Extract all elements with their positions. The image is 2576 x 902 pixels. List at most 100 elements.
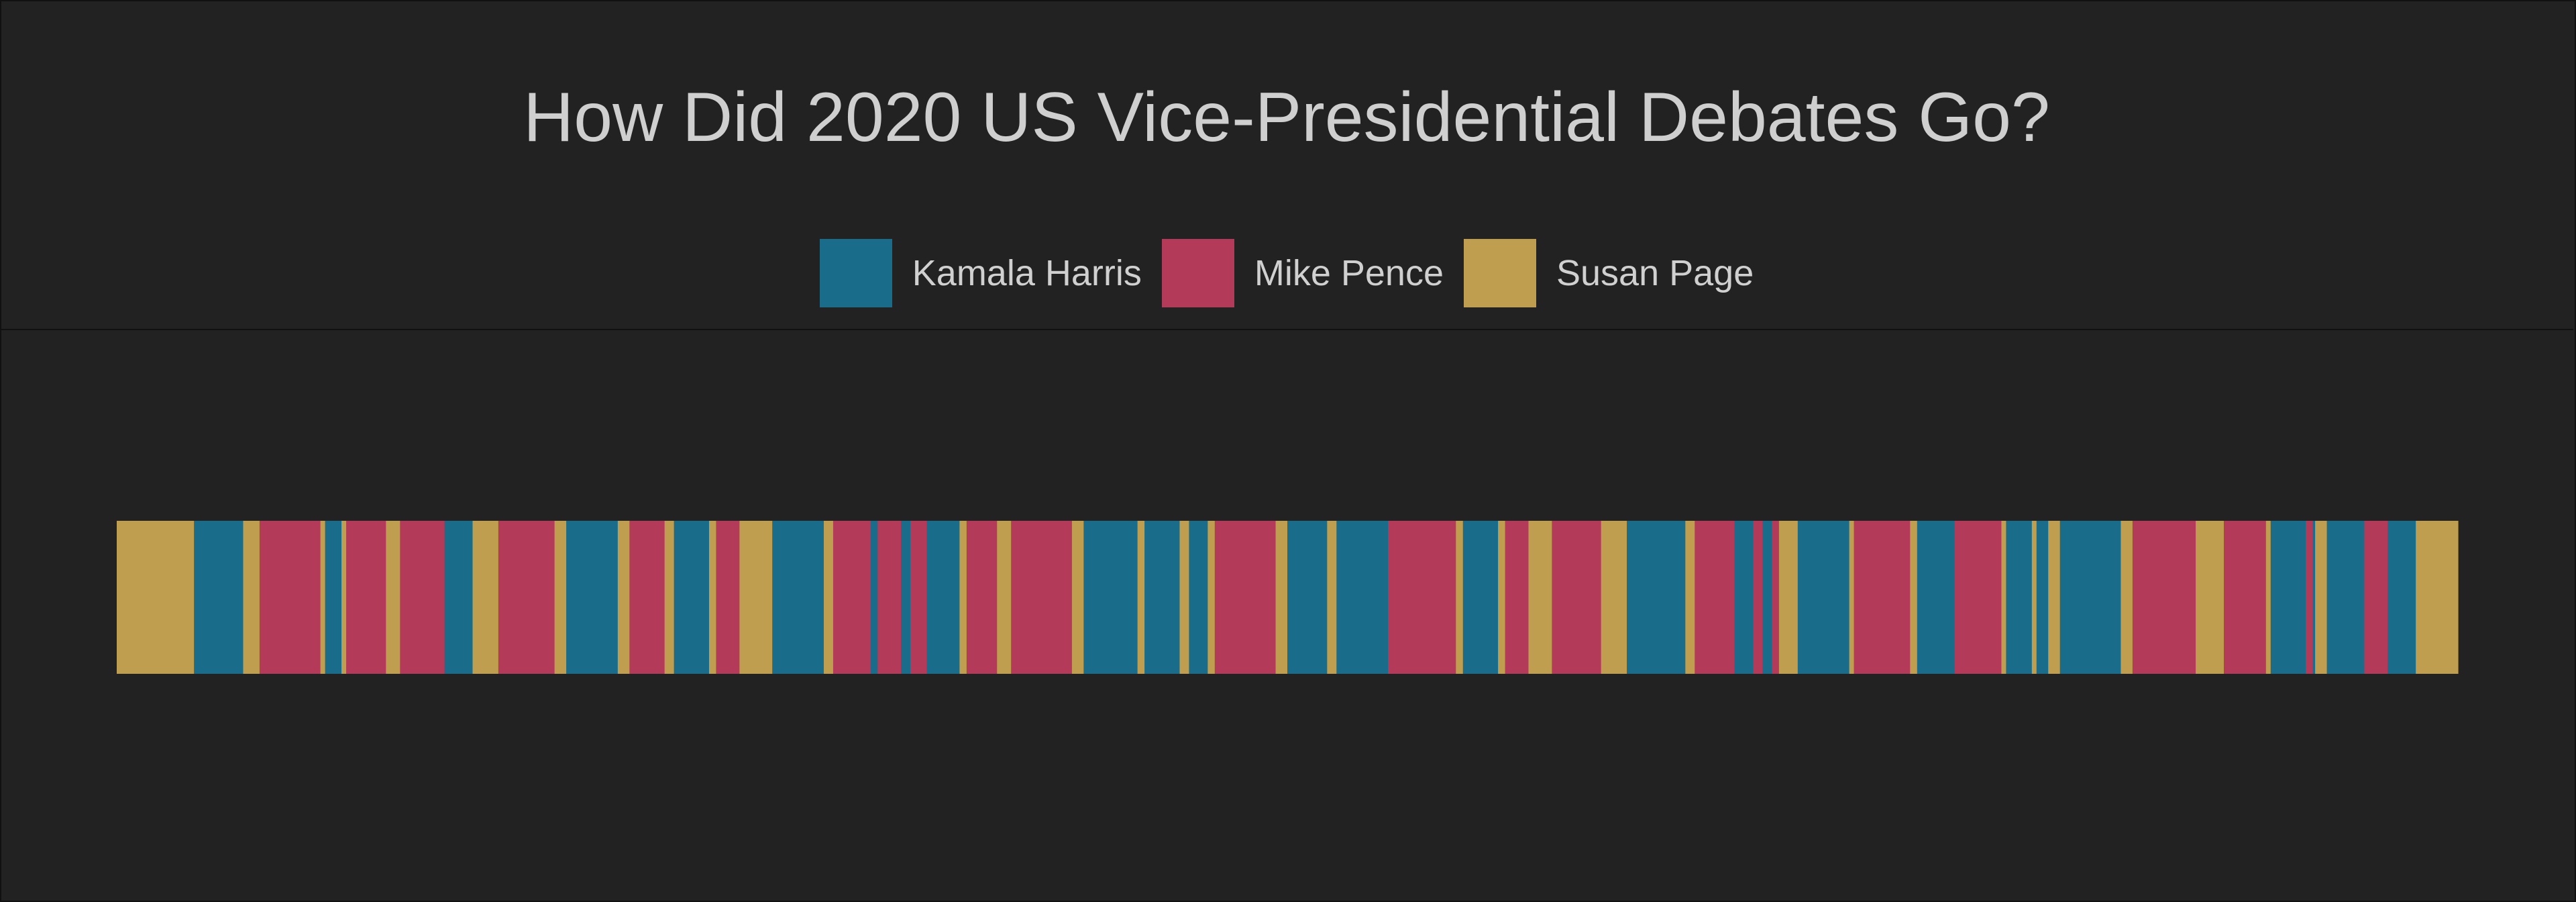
segment-mike-pence [1753, 521, 1764, 674]
segment-susan-page [243, 521, 260, 674]
segment-kamala-harris [1762, 521, 1773, 674]
chart-header: How Did 2020 US Vice-Presidential Debate… [0, 0, 2573, 330]
segment-kamala-harris [926, 521, 960, 674]
segment-susan-page [1456, 521, 1464, 674]
segment-kamala-harris [2059, 521, 2122, 674]
segment-susan-page [386, 521, 400, 674]
segment-kamala-harris [1797, 521, 1850, 674]
segment-susan-page [117, 521, 195, 674]
segment-susan-page [2001, 521, 2007, 674]
segment-susan-page [708, 521, 717, 674]
segment-susan-page [664, 521, 675, 674]
segment-kamala-harris [1287, 521, 1328, 674]
segment-kamala-harris [1189, 521, 1208, 674]
segment-susan-page [472, 521, 499, 674]
segment-kamala-harris [1917, 521, 1955, 674]
segment-susan-page [1778, 521, 1799, 674]
segment-kamala-harris [1083, 521, 1138, 674]
segment-susan-page [2048, 521, 2061, 674]
segment-mike-pence [877, 521, 902, 674]
segment-kamala-harris [1734, 521, 1754, 674]
segment-mike-pence [1695, 521, 1735, 674]
segment-susan-page [1528, 521, 1552, 674]
segment-kamala-harris [566, 521, 619, 674]
segment-mike-pence [1505, 521, 1529, 674]
segment-mike-pence [2132, 521, 2196, 674]
segment-mike-pence [910, 521, 928, 674]
segment-mike-pence [259, 521, 321, 674]
segment-kamala-harris [901, 521, 911, 674]
segment-susan-page [2121, 521, 2133, 674]
segment-susan-page [739, 521, 773, 674]
segment-mike-pence [1388, 521, 1456, 674]
segment-mike-pence [400, 521, 445, 674]
legend-label-mike-pence: Mike Pence [1254, 253, 1444, 293]
segment-susan-page [2196, 521, 2224, 674]
segment-susan-page [1685, 521, 1695, 674]
legend-item-susan-page[interactable]: Susan Page [1464, 239, 1754, 307]
segment-kamala-harris [674, 521, 710, 674]
segment-mike-pence [1772, 521, 1780, 674]
segment-mike-pence [2306, 521, 2314, 674]
segment-susan-page [959, 521, 967, 674]
segment-kamala-harris [870, 521, 878, 674]
segment-kamala-harris [1144, 521, 1181, 674]
legend-swatch-susan-page [1464, 239, 1536, 307]
chart-title: How Did 2020 US Vice-Presidential Debate… [523, 79, 2050, 156]
segment-kamala-harris [2036, 521, 2049, 674]
segment-kamala-harris [2326, 521, 2365, 674]
segment-susan-page [997, 521, 1012, 674]
segment-susan-page [341, 521, 347, 674]
segment-mike-pence [966, 521, 998, 674]
segment-susan-page [1179, 521, 1190, 674]
legend-item-kamala-harris[interactable]: Kamala Harris [819, 239, 1142, 307]
segment-susan-page [1071, 521, 1084, 674]
segment-susan-page [1208, 521, 1216, 674]
segment-kamala-harris [2312, 521, 2316, 674]
segment-mike-pence [716, 521, 740, 674]
segment-susan-page [1849, 521, 1855, 674]
segment-kamala-harris [2270, 521, 2306, 674]
segment-susan-page [2031, 521, 2037, 674]
segment-kamala-harris [444, 521, 474, 674]
legend-swatch-kamala-harris [819, 239, 892, 307]
segment-kamala-harris [1462, 521, 1499, 674]
segment-susan-page [823, 521, 834, 674]
legend-item-mike-pence[interactable]: Mike Pence [1161, 239, 1444, 307]
legend-swatch-mike-pence [1161, 239, 1234, 307]
segment-mike-pence [1552, 521, 1602, 674]
segment-mike-pence [1954, 521, 2002, 674]
segment-mike-pence [346, 521, 386, 674]
segment-mike-pence [498, 521, 555, 674]
segment-susan-page [320, 521, 326, 674]
segment-susan-page [1910, 521, 1918, 674]
segment-kamala-harris [772, 521, 824, 674]
segment-mike-pence [1854, 521, 1911, 674]
timeline-bar [117, 521, 2459, 674]
segment-kamala-harris [325, 521, 342, 674]
segment-susan-page [2265, 521, 2271, 674]
segment-mike-pence [833, 521, 871, 674]
segment-susan-page [1327, 521, 1337, 674]
legend-label-kamala-harris: Kamala Harris [912, 253, 1142, 293]
segment-mike-pence [2364, 521, 2388, 674]
segment-susan-page [1137, 521, 1145, 674]
segment-kamala-harris [1627, 521, 1686, 674]
segment-kamala-harris [2006, 521, 2033, 674]
segment-susan-page [2315, 521, 2328, 674]
segment-susan-page [1498, 521, 1506, 674]
segment-kamala-harris [1336, 521, 1389, 674]
segment-susan-page [2416, 521, 2459, 674]
segment-kamala-harris [2387, 521, 2416, 674]
segment-susan-page [617, 521, 630, 674]
segment-mike-pence [1214, 521, 1277, 674]
segment-kamala-harris [194, 521, 244, 674]
segment-mike-pence [629, 521, 665, 674]
segment-mike-pence [2224, 521, 2267, 674]
segment-mike-pence [1011, 521, 1073, 674]
legend: Kamala Harris Mike Pence Susan Page [0, 238, 2573, 308]
segment-susan-page [1601, 521, 1627, 674]
segment-susan-page [1275, 521, 1288, 674]
